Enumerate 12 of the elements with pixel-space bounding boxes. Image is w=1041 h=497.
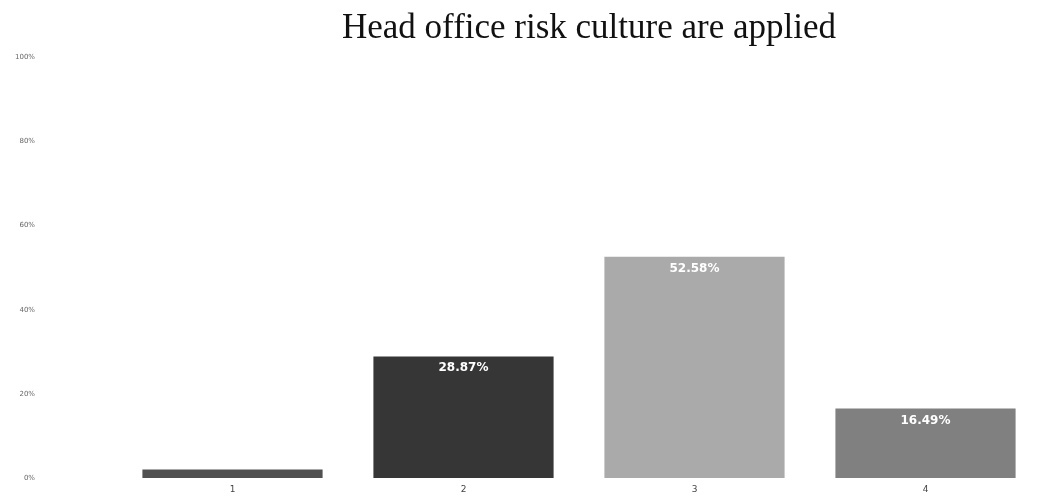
bar [604, 256, 785, 478]
data-label: 16.49% [900, 412, 951, 427]
x-tick-label: 3 [691, 483, 698, 494]
x-tick-label: 1 [229, 483, 236, 494]
x-tick-label: 2 [460, 483, 467, 494]
data-label: 28.87% [438, 360, 489, 375]
chart-title: Head office risk culture are applied [342, 7, 837, 46]
bar [142, 469, 323, 478]
bar [373, 356, 554, 478]
data-label: 52.58% [669, 260, 720, 275]
x-tick-label: 4 [922, 483, 929, 494]
bar [835, 408, 1016, 478]
